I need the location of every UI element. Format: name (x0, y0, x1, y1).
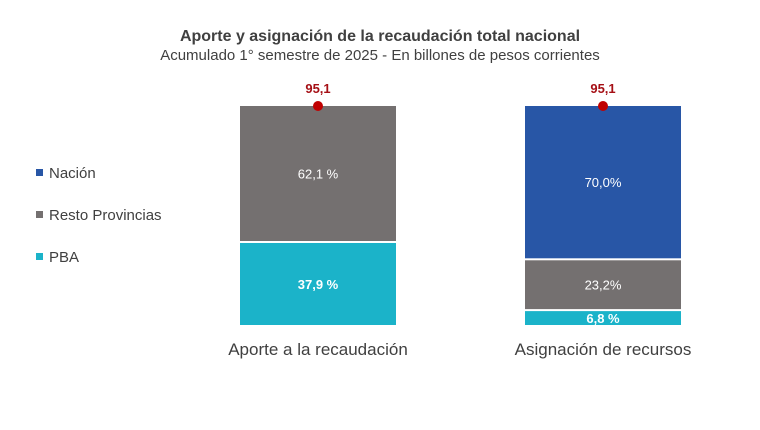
legend-swatch-nacion (36, 168, 43, 176)
data-label-resto-provincias-asignacion-de-recursos: 23,2% (585, 278, 622, 293)
total-marker-asignacion-de-recursos (598, 101, 608, 111)
chart-subtitle: Acumulado 1° semestre de 2025 - En billo… (160, 47, 600, 64)
bar-segment-resto-provincias-aporte-a-la-recaudacion (240, 106, 396, 241)
data-label-resto-provincias-aporte-a-la-recaudacion: 62,1 % (298, 166, 339, 181)
legend-label: Nación (49, 165, 96, 182)
category-label-asignacion-de-recursos: Asignación de recursos (515, 340, 692, 359)
data-label-pba-aporte-a-la-recaudacion: 37,9 % (298, 277, 339, 292)
legend-swatch-resto-provincias (36, 210, 43, 218)
total-label-aporte-a-la-recaudacion: 95,1 (305, 81, 330, 96)
legend-swatch-pba (36, 252, 43, 260)
data-label-nacion-asignacion-de-recursos: 70,0% (585, 175, 622, 190)
bar-segment-nacion-asignacion-de-recursos (525, 106, 681, 259)
legend-item-pba: PBA (36, 249, 79, 266)
data-label-pba-asignacion-de-recursos: 6,8 % (586, 311, 620, 326)
total-marker-aporte-a-la-recaudacion (313, 101, 323, 111)
bar-segment-pba-aporte-a-la-recaudacion (240, 242, 396, 325)
category-label-aporte-a-la-recaudacion: Aporte a la recaudación (228, 340, 408, 359)
bar-segment-resto-provincias-asignacion-de-recursos (525, 260, 681, 310)
bar-segment-pba-asignacion-de-recursos (525, 311, 681, 325)
legend-item-resto-provincias: Resto Provincias (36, 207, 162, 224)
legend-item-nacion: Nación (36, 165, 96, 182)
chart-title: Aporte y asignación de la recaudación to… (179, 28, 581, 45)
total-label-asignacion-de-recursos: 95,1 (590, 81, 615, 96)
legend-label: Resto Provincias (49, 207, 162, 224)
legend-label: PBA (49, 249, 80, 266)
